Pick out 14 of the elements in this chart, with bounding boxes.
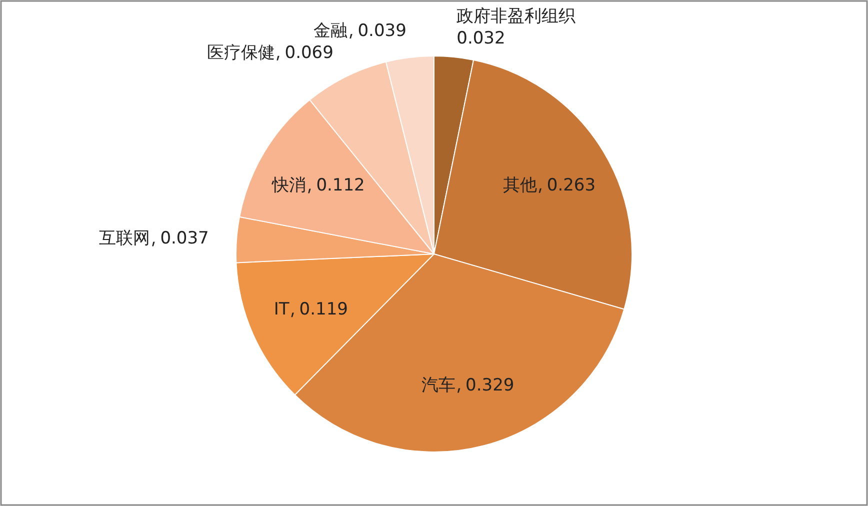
slice-label: 其他 (502, 175, 537, 196)
data-label: 0.069 (284, 42, 334, 63)
slice-label: 互联网 (99, 228, 150, 249)
slice-label: IT (274, 300, 290, 320)
slice-label: 汽车 (422, 375, 456, 396)
data-label: 0.112 (316, 176, 365, 196)
slice-label: 金融 (314, 20, 348, 41)
slice-label: 医疗保健 (206, 42, 275, 63)
data-label: 0.329 (466, 375, 514, 396)
data-label: 0.039 (358, 20, 406, 41)
slice-label: 快消 (271, 176, 306, 196)
data-label: 0.037 (160, 228, 209, 249)
data-label: 0.119 (299, 300, 348, 320)
data-label: 0.263 (546, 175, 596, 196)
